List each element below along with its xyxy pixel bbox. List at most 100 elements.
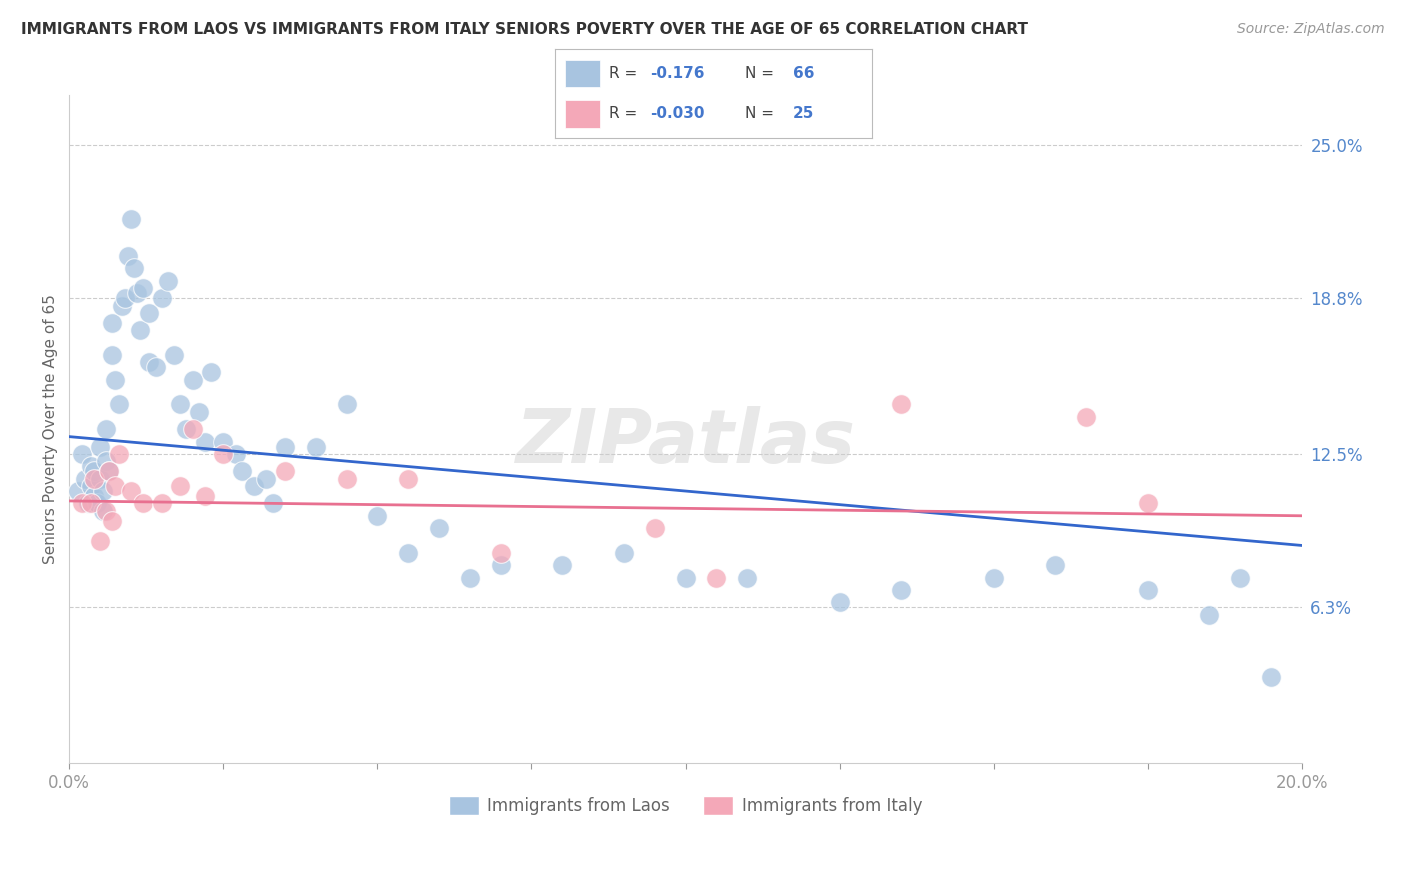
- Text: R =: R =: [609, 66, 643, 81]
- Point: [96, 504, 118, 518]
- Point: [107, 447, 129, 461]
- FancyBboxPatch shape: [565, 100, 599, 128]
- Point: [111, 299, 134, 313]
- Point: [98, 464, 121, 478]
- Point: [150, 496, 173, 510]
- Point: [256, 472, 278, 486]
- Point: [644, 521, 666, 535]
- Point: [101, 348, 124, 362]
- Point: [86, 496, 108, 510]
- Point: [107, 397, 129, 411]
- Point: [366, 508, 388, 523]
- Point: [73, 472, 96, 486]
- Point: [187, 405, 209, 419]
- Point: [176, 422, 198, 436]
- Point: [983, 571, 1005, 585]
- Point: [243, 479, 266, 493]
- Point: [336, 472, 359, 486]
- Text: N =: N =: [745, 106, 779, 121]
- Y-axis label: Seniors Poverty Over the Age of 65: Seniors Poverty Over the Age of 65: [44, 294, 58, 564]
- Point: [551, 558, 574, 573]
- Point: [212, 434, 235, 449]
- Point: [89, 440, 111, 454]
- Point: [1136, 496, 1159, 510]
- Point: [129, 323, 152, 337]
- Point: [89, 533, 111, 548]
- Text: 66: 66: [793, 66, 814, 81]
- Point: [138, 306, 160, 320]
- Text: -0.176: -0.176: [650, 66, 704, 81]
- Point: [96, 422, 118, 436]
- Point: [132, 496, 155, 510]
- Legend: Immigrants from Laos, Immigrants from Italy: Immigrants from Laos, Immigrants from It…: [443, 789, 929, 822]
- Point: [104, 479, 127, 493]
- Point: [169, 397, 191, 411]
- Point: [156, 274, 179, 288]
- Point: [91, 483, 114, 498]
- Point: [194, 489, 217, 503]
- Point: [675, 571, 697, 585]
- Point: [145, 360, 167, 375]
- Point: [117, 249, 139, 263]
- Point: [274, 440, 297, 454]
- Text: IMMIGRANTS FROM LAOS VS IMMIGRANTS FROM ITALY SENIORS POVERTY OVER THE AGE OF 65: IMMIGRANTS FROM LAOS VS IMMIGRANTS FROM …: [21, 22, 1028, 37]
- Point: [132, 281, 155, 295]
- Point: [83, 472, 105, 486]
- Point: [76, 496, 98, 510]
- Point: [613, 546, 636, 560]
- Point: [150, 291, 173, 305]
- Point: [98, 464, 121, 478]
- Point: [125, 286, 148, 301]
- Point: [305, 440, 328, 454]
- Point: [212, 447, 235, 461]
- Point: [706, 571, 728, 585]
- Point: [735, 571, 758, 585]
- FancyBboxPatch shape: [565, 60, 599, 87]
- Point: [104, 373, 127, 387]
- Text: 25: 25: [793, 106, 814, 121]
- Point: [80, 479, 103, 493]
- Text: N =: N =: [745, 66, 779, 81]
- Point: [83, 464, 105, 478]
- Point: [336, 397, 359, 411]
- Point: [122, 261, 145, 276]
- Point: [489, 558, 512, 573]
- Point: [1136, 582, 1159, 597]
- Point: [458, 571, 481, 585]
- Point: [70, 496, 93, 510]
- Text: -0.030: -0.030: [650, 106, 704, 121]
- Point: [890, 582, 912, 597]
- Point: [138, 355, 160, 369]
- Point: [67, 483, 90, 498]
- Point: [80, 459, 103, 474]
- Point: [262, 496, 284, 510]
- Point: [120, 211, 142, 226]
- Text: Source: ZipAtlas.com: Source: ZipAtlas.com: [1237, 22, 1385, 37]
- Point: [194, 434, 217, 449]
- Point: [83, 489, 105, 503]
- Point: [396, 472, 419, 486]
- Point: [70, 447, 93, 461]
- Point: [427, 521, 450, 535]
- Point: [120, 483, 142, 498]
- Text: ZIPatlas: ZIPatlas: [516, 406, 856, 479]
- Point: [96, 454, 118, 468]
- Point: [169, 479, 191, 493]
- Point: [1045, 558, 1067, 573]
- Point: [163, 348, 186, 362]
- Point: [181, 373, 204, 387]
- Point: [181, 422, 204, 436]
- Point: [828, 595, 851, 609]
- Point: [114, 291, 136, 305]
- Point: [1260, 669, 1282, 683]
- Point: [80, 496, 103, 510]
- Point: [200, 365, 222, 379]
- Point: [101, 514, 124, 528]
- Point: [489, 546, 512, 560]
- Point: [225, 447, 247, 461]
- Point: [91, 504, 114, 518]
- Point: [1229, 571, 1251, 585]
- Point: [396, 546, 419, 560]
- Point: [1198, 607, 1220, 622]
- Point: [274, 464, 297, 478]
